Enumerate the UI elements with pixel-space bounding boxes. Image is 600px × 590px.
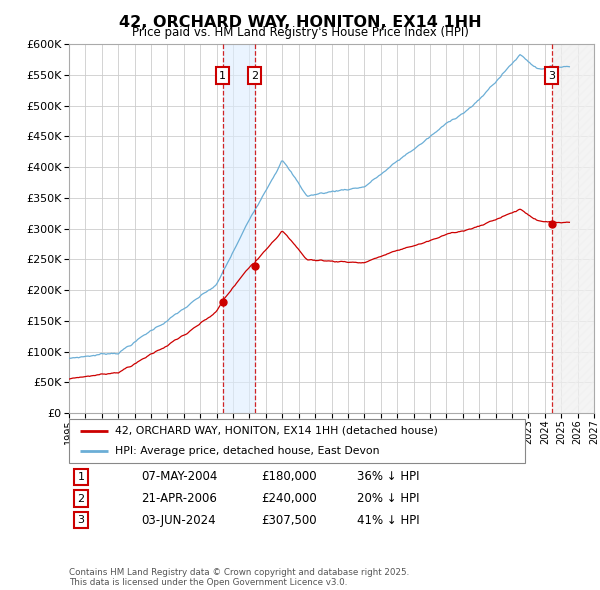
Text: 3: 3 bbox=[548, 71, 555, 81]
Text: £307,500: £307,500 bbox=[261, 514, 317, 527]
Bar bbox=[223, 44, 254, 413]
Bar bbox=[551, 44, 594, 413]
FancyBboxPatch shape bbox=[69, 419, 525, 463]
Text: Price paid vs. HM Land Registry's House Price Index (HPI): Price paid vs. HM Land Registry's House … bbox=[131, 26, 469, 39]
Text: £240,000: £240,000 bbox=[261, 492, 317, 505]
Text: 42, ORCHARD WAY, HONITON, EX14 1HH (detached house): 42, ORCHARD WAY, HONITON, EX14 1HH (deta… bbox=[115, 426, 437, 436]
Text: 2: 2 bbox=[77, 494, 85, 503]
Text: 03-JUN-2024: 03-JUN-2024 bbox=[141, 514, 215, 527]
Text: £180,000: £180,000 bbox=[261, 470, 317, 483]
Text: 07-MAY-2004: 07-MAY-2004 bbox=[141, 470, 217, 483]
Text: 2: 2 bbox=[251, 71, 258, 81]
Text: HPI: Average price, detached house, East Devon: HPI: Average price, detached house, East… bbox=[115, 446, 379, 456]
Text: Contains HM Land Registry data © Crown copyright and database right 2025.
This d: Contains HM Land Registry data © Crown c… bbox=[69, 568, 409, 587]
Text: 42, ORCHARD WAY, HONITON, EX14 1HH: 42, ORCHARD WAY, HONITON, EX14 1HH bbox=[119, 15, 481, 30]
Text: 21-APR-2006: 21-APR-2006 bbox=[141, 492, 217, 505]
Text: 1: 1 bbox=[77, 472, 85, 481]
Text: 20% ↓ HPI: 20% ↓ HPI bbox=[357, 492, 419, 505]
Text: 41% ↓ HPI: 41% ↓ HPI bbox=[357, 514, 419, 527]
Text: 1: 1 bbox=[219, 71, 226, 81]
Text: 36% ↓ HPI: 36% ↓ HPI bbox=[357, 470, 419, 483]
Text: 3: 3 bbox=[77, 516, 85, 525]
